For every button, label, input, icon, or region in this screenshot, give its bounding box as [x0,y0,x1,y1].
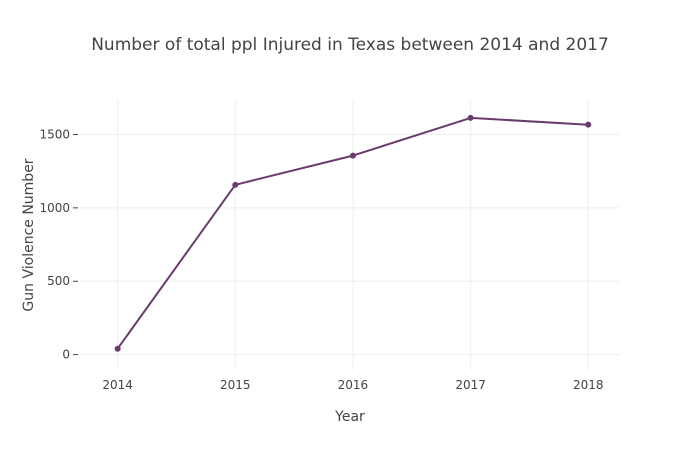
x-axis-title: Year [334,409,365,425]
data-point[interactable] [467,114,474,121]
y-tick-label: 1000 [39,201,70,215]
grid [80,100,620,370]
x-tick-label: 2014 [102,378,133,392]
y-tick-label: 1500 [39,127,70,141]
chart-title: Number of total ppl Injured in Texas bet… [91,35,609,55]
data-point[interactable] [585,121,592,128]
x-axis: 2014 2015 2016 2017 2018 [102,378,603,392]
x-tick-label: 2018 [573,378,604,392]
data-point[interactable] [114,345,121,352]
data-point[interactable] [232,181,239,188]
y-axis-title: Gun Violence Number [21,158,37,311]
y-axis: 0 500 1000 1500 [39,127,78,362]
y-tick-label: 500 [47,274,70,288]
x-tick-label: 2017 [455,378,486,392]
x-tick-label: 2015 [220,378,251,392]
x-tick-label: 2016 [338,378,369,392]
y-tick-label: 0 [62,348,70,362]
data-point[interactable] [349,152,356,159]
series-layer [114,114,592,352]
